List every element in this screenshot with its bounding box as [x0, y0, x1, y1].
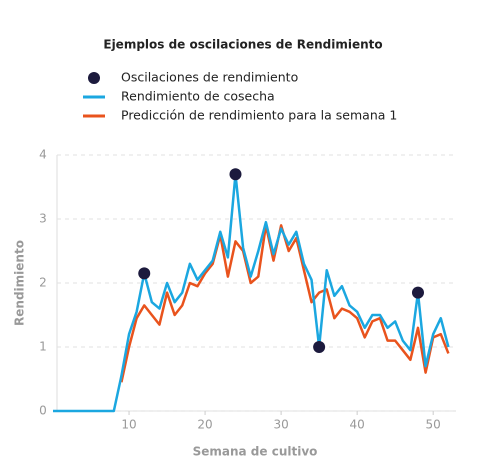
y-tick-label: 1 — [39, 340, 47, 354]
x-tick-label: 50 — [426, 418, 441, 432]
oscillation-point — [229, 168, 242, 181]
legend-label: Rendimiento de cosecha — [121, 89, 275, 104]
y-tick-label: 4 — [39, 148, 47, 162]
legend-label: Oscilaciones de rendimiento — [121, 70, 298, 85]
chart-title: Ejemplos de oscilaciones de Rendimiento — [103, 38, 382, 52]
y-tick-label: 0 — [39, 404, 47, 418]
series-line — [53, 172, 450, 413]
legend-marker — [88, 72, 100, 84]
x-tick-label: 30 — [273, 418, 288, 432]
x-tick-label: 40 — [350, 418, 365, 432]
oscillation-point — [138, 267, 151, 280]
oscillation-point — [313, 341, 326, 353]
series-line — [120, 224, 450, 383]
x-axis-label: Semana de cultivo — [193, 445, 318, 459]
oscillation-point — [411, 286, 424, 299]
legend-label: Predicción de rendimiento para la semana… — [121, 108, 397, 123]
x-tick-label: 10 — [121, 418, 136, 432]
y-axis-label: Rendimiento — [13, 240, 27, 326]
y-tick-label: 2 — [39, 276, 47, 290]
x-tick-label: 20 — [197, 418, 212, 432]
y-tick-label: 3 — [39, 212, 47, 226]
